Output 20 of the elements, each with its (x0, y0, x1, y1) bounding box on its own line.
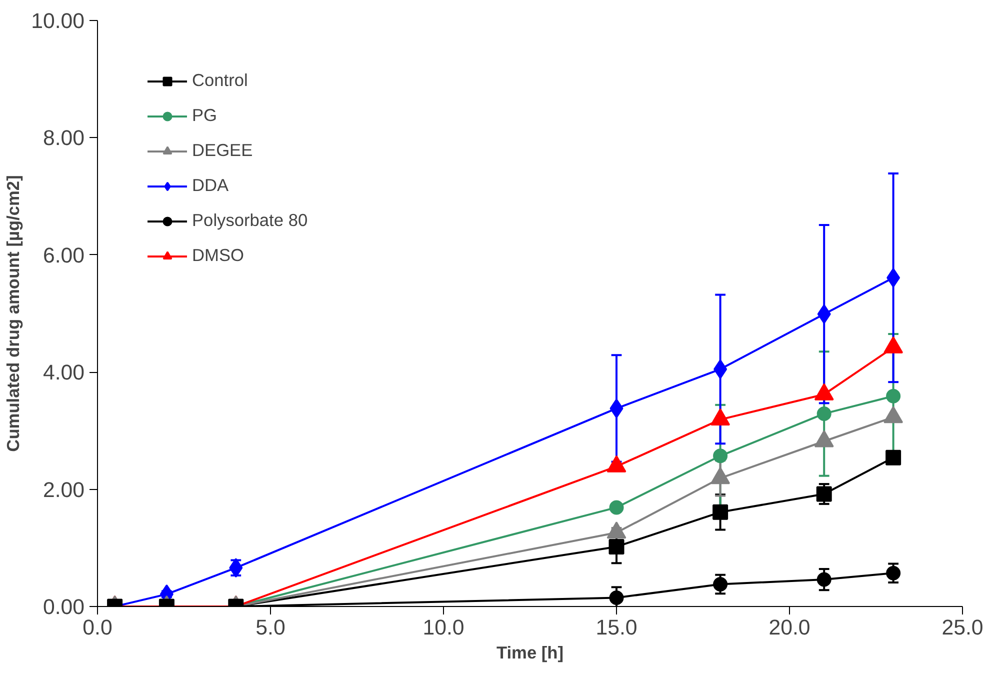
x-tick-label: 0.0 (82, 616, 112, 640)
legend-label: Control (192, 70, 248, 91)
y-tick-label: 4.00 (42, 360, 85, 385)
legend-label: DDA (192, 175, 229, 196)
x-tick-label: 10.0 (422, 616, 464, 640)
legend-label: PG (192, 105, 218, 126)
y-tick-label: 10.00 (31, 9, 85, 33)
legend-label: DEGEE (192, 140, 253, 161)
legend-label: Polysorbate 80 (192, 210, 308, 231)
y-axis-title: Cumulated drug amount [µg/cm2] (3, 175, 24, 452)
y-tick-label: 8.00 (42, 126, 85, 150)
x-axis-title: Time [h] (496, 642, 564, 662)
y-tick-label: 0.00 (42, 595, 85, 619)
y-tick-label: 6.00 (42, 243, 85, 268)
x-tick-label: 15.0 (596, 616, 638, 640)
x-tick-label: 20.0 (768, 616, 810, 640)
y-tick-label: 2.00 (42, 478, 85, 502)
x-tick-label: 25.0 (942, 616, 984, 640)
x-tick-label: 5.0 (256, 616, 286, 640)
legend-label: DMSO (192, 245, 244, 266)
